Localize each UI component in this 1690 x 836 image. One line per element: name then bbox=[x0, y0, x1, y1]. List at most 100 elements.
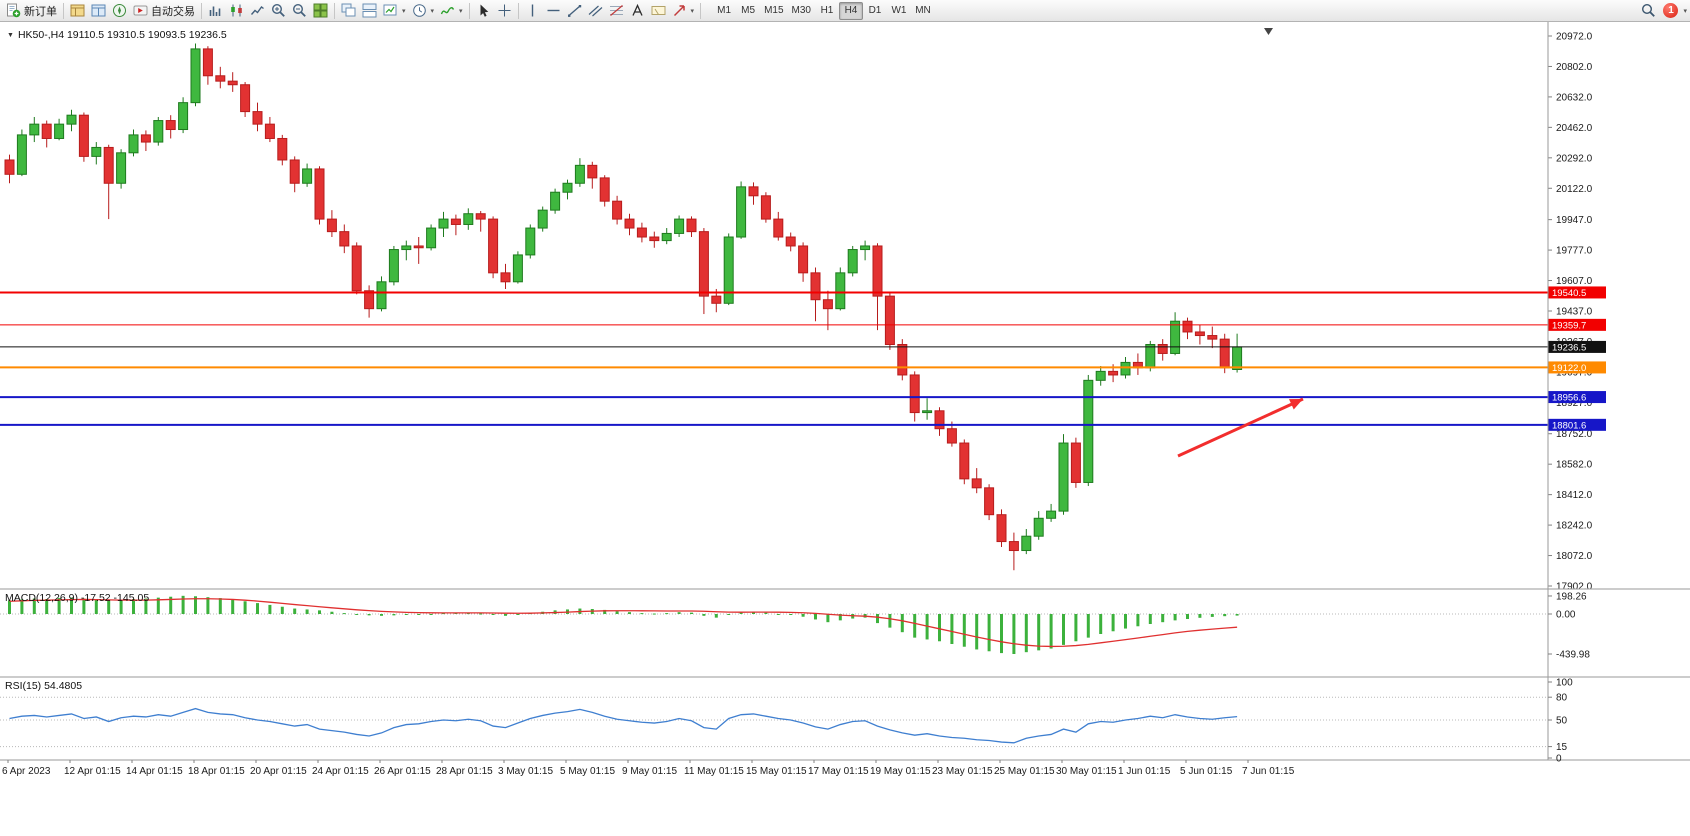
trend-arrow-annotation[interactable] bbox=[1177, 397, 1304, 458]
toolbar-separator bbox=[201, 2, 202, 19]
candle-body bbox=[178, 102, 189, 131]
timeframe-d1-button[interactable]: D1 bbox=[868, 5, 882, 16]
cascade-windows-button[interactable] bbox=[338, 1, 359, 20]
price-axis-label: 18927.0 bbox=[1556, 398, 1593, 409]
macd-histogram-bar bbox=[826, 614, 830, 623]
candle-body bbox=[984, 487, 995, 516]
candle-body bbox=[1070, 442, 1081, 483]
macd-histogram-bar bbox=[838, 614, 842, 621]
macd-axis-label: 0.00 bbox=[1556, 610, 1576, 621]
macd-histogram-bar bbox=[206, 597, 210, 614]
candle-body bbox=[860, 245, 871, 251]
arrow-tool-icon bbox=[672, 3, 687, 18]
timeframe-m1-button[interactable]: M1 bbox=[717, 5, 732, 16]
macd-histogram-bar bbox=[1037, 614, 1041, 651]
bar-chart-button[interactable] bbox=[205, 1, 226, 20]
fibonacci-button[interactable] bbox=[606, 1, 627, 20]
channel-icon bbox=[588, 3, 603, 18]
channel-button[interactable] bbox=[585, 1, 606, 20]
auto-trading-button[interactable]: 自动交易 bbox=[130, 1, 198, 20]
macd-histogram-bar bbox=[392, 614, 396, 616]
candle-body bbox=[202, 48, 213, 77]
macd-histogram-bar bbox=[479, 613, 483, 615]
candle-body bbox=[66, 114, 77, 125]
toolbar-separator bbox=[468, 2, 470, 19]
macd-histogram-bar bbox=[194, 596, 197, 614]
candle-body bbox=[897, 344, 908, 376]
price-level-badge-label: 19359.7 bbox=[1552, 320, 1586, 331]
timeframe-m5-button[interactable]: M5 bbox=[741, 5, 756, 16]
candle-body bbox=[1095, 370, 1106, 381]
timeframe-mn-button[interactable]: MN bbox=[915, 5, 931, 16]
timeframe-h4-button[interactable]: H4 bbox=[838, 1, 863, 20]
cursor-button[interactable] bbox=[473, 1, 494, 20]
timeframe-w1-button[interactable]: W1 bbox=[891, 5, 907, 16]
chart-shift-marker-icon[interactable] bbox=[1264, 28, 1273, 35]
trendline-button[interactable] bbox=[564, 1, 585, 20]
candlestick-chart-button[interactable] bbox=[226, 1, 247, 20]
navigator-button[interactable] bbox=[109, 1, 130, 20]
macd-histogram-bar bbox=[57, 598, 61, 614]
auto-trading-button-label: 自动交易 bbox=[151, 5, 195, 18]
arrange-windows-button[interactable] bbox=[359, 1, 380, 20]
time-axis-label: 30 May 01:15 bbox=[1056, 766, 1117, 777]
search-button[interactable] bbox=[1638, 1, 1659, 20]
horizontal-line-button[interactable] bbox=[543, 1, 564, 20]
macd-histogram-bar bbox=[491, 614, 495, 615]
candle-body bbox=[959, 442, 970, 480]
candle-body bbox=[78, 114, 89, 157]
zoom-in-button[interactable] bbox=[268, 1, 289, 20]
macd-histogram-bar bbox=[690, 612, 693, 614]
navigator-icon bbox=[112, 3, 127, 18]
chart-area: 20972.0 20802.0 20632.0 20462.0 20292.0 20122… bbox=[0, 22, 1690, 836]
toolbar-separator bbox=[700, 2, 702, 19]
macd-histogram-bar bbox=[429, 614, 433, 615]
timeframe-m30-button[interactable]: M30 bbox=[791, 5, 811, 16]
price-axis-label: 18242.0 bbox=[1556, 521, 1593, 532]
candle-body bbox=[128, 134, 139, 154]
data-window-button[interactable] bbox=[88, 1, 109, 20]
crosshair-button[interactable] bbox=[494, 1, 515, 20]
price-axis-label: 17902.0 bbox=[1556, 582, 1593, 593]
macd-histogram-bar bbox=[764, 612, 768, 614]
candle-body bbox=[525, 227, 536, 256]
new-chart-button[interactable]: ▾ bbox=[380, 1, 409, 20]
price-level-badge bbox=[1548, 418, 1606, 431]
macd-histogram-bar bbox=[1000, 614, 1003, 654]
macd-histogram-bar bbox=[1074, 614, 1078, 642]
timeframe-m15-button[interactable]: M15 bbox=[764, 5, 784, 16]
chart-canvas[interactable]: 20972.0 20802.0 20632.0 20462.0 20292.0 20122… bbox=[0, 22, 1690, 836]
candle-body bbox=[1083, 379, 1094, 483]
notification-badge[interactable]: 1 bbox=[1663, 3, 1679, 18]
candle-body bbox=[686, 218, 697, 233]
timeframe-h1-button[interactable]: H1 bbox=[820, 5, 834, 16]
new-order-button[interactable]: 新订单 bbox=[3, 1, 60, 20]
macd-signal-line bbox=[9, 598, 1238, 648]
macd-histogram-bar bbox=[950, 614, 954, 644]
arrows-button[interactable]: ▾ bbox=[669, 1, 698, 20]
macd-histogram-bar bbox=[516, 614, 520, 615]
macd-histogram-bar bbox=[156, 597, 160, 614]
tile-windows-button[interactable] bbox=[310, 1, 331, 20]
indicators-button[interactable]: ▾ bbox=[437, 1, 466, 20]
text-label-button[interactable] bbox=[648, 1, 669, 20]
toolbar-overflow-chevron-icon[interactable]: ▾ bbox=[1683, 7, 1687, 15]
chevron-down-icon: ▾ bbox=[402, 7, 406, 15]
macd-histogram-bar bbox=[94, 599, 98, 614]
price-level-badge bbox=[1548, 286, 1606, 299]
macd-histogram-bar bbox=[1062, 614, 1065, 645]
vertical-line-button[interactable] bbox=[522, 1, 543, 20]
macd-histogram-bar bbox=[1136, 614, 1140, 627]
candle-body bbox=[1108, 370, 1119, 376]
line-chart-button[interactable] bbox=[247, 1, 268, 20]
chart-ohlc-text: HK50-,H4 19110.5 19310.5 19093.5 19236.5 bbox=[17, 29, 227, 41]
zoom-out-button[interactable] bbox=[289, 1, 310, 20]
period-button[interactable]: ▾ bbox=[409, 1, 438, 20]
time-axis-label: 9 May 01:15 bbox=[622, 766, 677, 777]
text-button[interactable] bbox=[627, 1, 648, 20]
market-watch-button[interactable] bbox=[67, 1, 88, 20]
candle-body bbox=[1182, 320, 1193, 333]
time-axis-label: 17 May 01:15 bbox=[808, 766, 869, 777]
fibonacci-icon bbox=[609, 3, 624, 18]
time-axis-label: 1 Jun 01:15 bbox=[1118, 766, 1171, 777]
